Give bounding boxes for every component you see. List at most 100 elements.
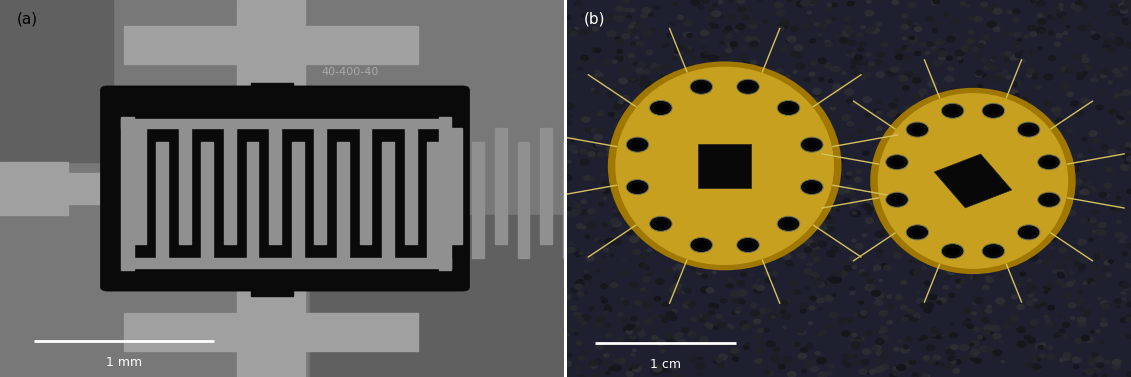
Circle shape	[797, 328, 804, 333]
Circle shape	[887, 294, 892, 298]
Circle shape	[865, 113, 871, 117]
Circle shape	[1056, 263, 1065, 268]
Circle shape	[584, 130, 588, 133]
Circle shape	[657, 157, 663, 161]
Circle shape	[1100, 301, 1108, 306]
Circle shape	[973, 180, 977, 182]
Circle shape	[829, 102, 837, 107]
Circle shape	[1044, 74, 1053, 80]
Circle shape	[775, 236, 780, 240]
Circle shape	[936, 261, 942, 265]
Circle shape	[939, 242, 947, 247]
Circle shape	[1048, 56, 1055, 61]
Circle shape	[710, 211, 716, 214]
Circle shape	[826, 7, 831, 11]
Circle shape	[1115, 232, 1123, 238]
Circle shape	[606, 147, 613, 152]
Circle shape	[930, 159, 936, 162]
Circle shape	[653, 144, 662, 150]
Circle shape	[1004, 265, 1009, 268]
Circle shape	[658, 238, 664, 242]
Circle shape	[741, 272, 746, 276]
Circle shape	[615, 123, 622, 128]
Circle shape	[824, 63, 831, 68]
Circle shape	[828, 151, 834, 154]
Circle shape	[1060, 329, 1064, 333]
Circle shape	[563, 361, 571, 366]
Circle shape	[649, 175, 658, 181]
Circle shape	[631, 317, 637, 320]
Circle shape	[682, 328, 689, 333]
Circle shape	[732, 109, 739, 114]
Circle shape	[1022, 253, 1031, 259]
Circle shape	[666, 340, 674, 345]
Circle shape	[1103, 268, 1107, 271]
Circle shape	[970, 341, 978, 346]
Circle shape	[787, 36, 796, 42]
Circle shape	[796, 159, 804, 164]
Circle shape	[638, 332, 645, 336]
Circle shape	[926, 115, 932, 119]
Circle shape	[1076, 1, 1082, 6]
Circle shape	[845, 89, 854, 95]
Circle shape	[951, 345, 958, 349]
Circle shape	[1057, 272, 1063, 276]
Circle shape	[676, 290, 682, 294]
Circle shape	[706, 323, 710, 326]
Circle shape	[947, 37, 956, 42]
Circle shape	[960, 281, 965, 284]
Circle shape	[690, 357, 697, 362]
Circle shape	[1067, 282, 1073, 286]
Circle shape	[737, 0, 744, 3]
Circle shape	[713, 304, 718, 308]
Circle shape	[661, 349, 665, 352]
Circle shape	[1070, 271, 1073, 274]
Circle shape	[838, 318, 846, 323]
Circle shape	[568, 29, 577, 35]
Circle shape	[739, 281, 744, 285]
Circle shape	[923, 146, 927, 149]
Circle shape	[933, 114, 940, 119]
Circle shape	[632, 78, 636, 81]
Circle shape	[952, 30, 956, 33]
Circle shape	[805, 182, 819, 192]
Circle shape	[691, 66, 698, 71]
Circle shape	[647, 290, 651, 293]
Circle shape	[843, 353, 851, 359]
Circle shape	[782, 103, 795, 112]
Bar	[45, 173, 124, 204]
Circle shape	[1123, 0, 1129, 3]
Circle shape	[605, 333, 612, 338]
Circle shape	[847, 317, 854, 322]
Circle shape	[597, 317, 605, 322]
Circle shape	[877, 360, 881, 363]
Circle shape	[1013, 32, 1020, 37]
Circle shape	[939, 117, 944, 121]
Circle shape	[750, 43, 757, 48]
Circle shape	[1116, 197, 1121, 199]
Circle shape	[933, 184, 940, 189]
Circle shape	[915, 24, 918, 26]
Circle shape	[898, 365, 906, 370]
Ellipse shape	[607, 61, 841, 270]
Text: (a): (a)	[17, 11, 38, 26]
Circle shape	[732, 190, 741, 196]
Circle shape	[624, 8, 629, 12]
Circle shape	[616, 6, 623, 12]
Circle shape	[972, 349, 979, 355]
Circle shape	[973, 327, 979, 331]
Circle shape	[1107, 12, 1112, 16]
Circle shape	[1104, 183, 1112, 188]
Circle shape	[851, 213, 854, 215]
Circle shape	[832, 188, 839, 193]
Circle shape	[761, 112, 766, 115]
Circle shape	[899, 233, 903, 235]
Circle shape	[630, 29, 637, 34]
Circle shape	[698, 357, 702, 360]
Circle shape	[787, 162, 792, 166]
Circle shape	[874, 300, 882, 305]
Circle shape	[982, 103, 1004, 118]
Circle shape	[1120, 239, 1125, 242]
Circle shape	[851, 33, 857, 37]
Circle shape	[1079, 257, 1088, 263]
